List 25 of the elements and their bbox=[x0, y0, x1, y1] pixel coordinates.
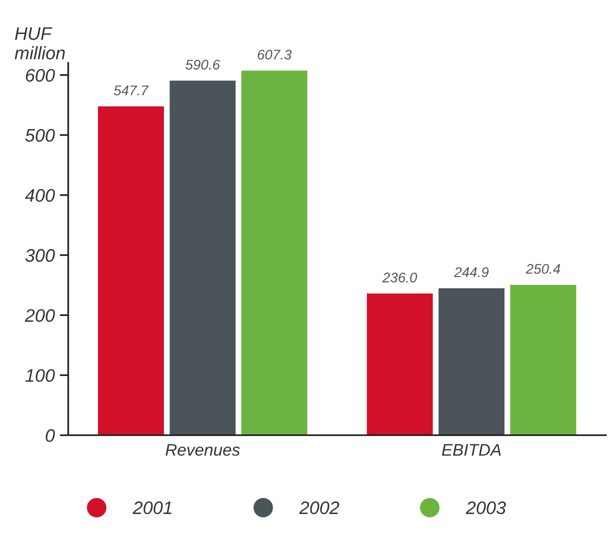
data-label: 547.7 bbox=[114, 86, 149, 96]
x-tick-label: EBITDA bbox=[442, 444, 501, 456]
data-label: 236.0 bbox=[382, 272, 418, 282]
legend-label: 2002 bbox=[299, 501, 340, 514]
data-label: 607.3 bbox=[258, 50, 292, 60]
y-tick-label: 200 bbox=[24, 309, 55, 322]
y-tick-label: 300 bbox=[25, 249, 55, 262]
y-axis-title: HUF million bbox=[14, 27, 65, 60]
x-tick-label: Revenues bbox=[166, 444, 240, 456]
legend-label: 2001 bbox=[132, 501, 172, 514]
data-label: 590.6 bbox=[186, 60, 220, 70]
legend-label: 2003 bbox=[466, 501, 506, 514]
y-tick-label: 0 bbox=[46, 429, 55, 442]
data-label: 244.9 bbox=[454, 267, 489, 278]
y-tick-label: 400 bbox=[25, 189, 55, 202]
data-label: 250.4 bbox=[526, 264, 560, 274]
bar bbox=[241, 70, 308, 436]
y-tick-label: 600 bbox=[26, 68, 55, 82]
y-tick-label: 100 bbox=[25, 369, 55, 382]
bar bbox=[366, 294, 433, 436]
bar bbox=[170, 80, 236, 436]
bar bbox=[510, 284, 576, 436]
bar bbox=[438, 288, 504, 436]
y-tick-label: 500 bbox=[25, 128, 55, 142]
bar bbox=[98, 106, 164, 436]
